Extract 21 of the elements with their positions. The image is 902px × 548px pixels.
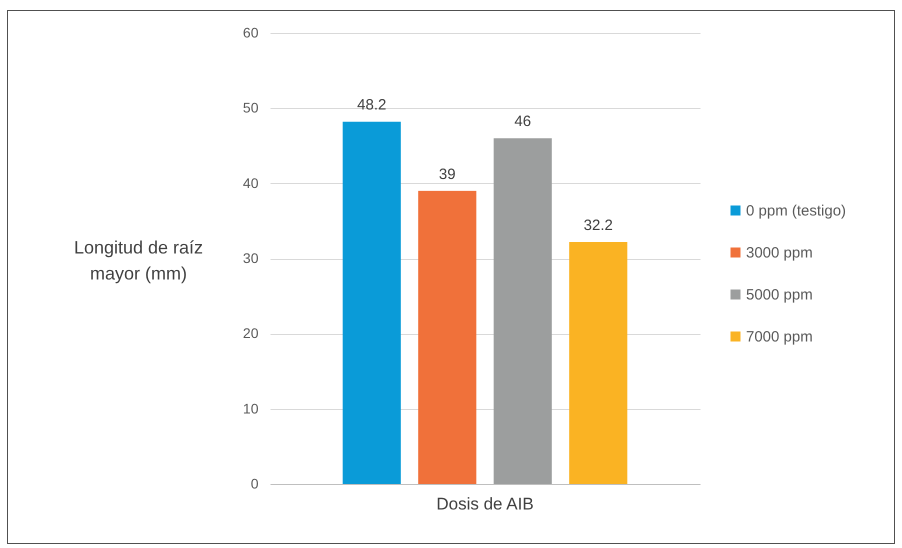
y-axis-title: Longitud de raíz mayor (mm)	[74, 238, 204, 284]
data-label: 48.2	[357, 96, 386, 114]
y-tick-label: 20	[242, 325, 259, 342]
y-tick-label: 10	[242, 400, 259, 416]
legend-label: 5000 ppm	[746, 286, 813, 304]
y-tick-label: 30	[242, 250, 259, 266]
y-tick-label: 40	[242, 174, 259, 191]
y-tick-label: 60	[242, 24, 259, 40]
data-label: 32.2	[584, 216, 613, 234]
y-tick-label: 0	[250, 476, 259, 492]
x-tick-label: Dosis de AIB	[436, 494, 534, 514]
legend-label: 3000 ppm	[746, 244, 813, 262]
data-label: 46	[514, 113, 532, 130]
legend-label: 0 ppm (testigo)	[746, 202, 846, 220]
legend-label: 7000 ppm	[746, 328, 813, 346]
bar	[494, 138, 552, 484]
data-label: 39	[438, 166, 456, 183]
bar	[569, 242, 628, 484]
bar	[342, 122, 401, 484]
bar	[418, 190, 476, 484]
y-tick-label: 50	[242, 100, 259, 116]
